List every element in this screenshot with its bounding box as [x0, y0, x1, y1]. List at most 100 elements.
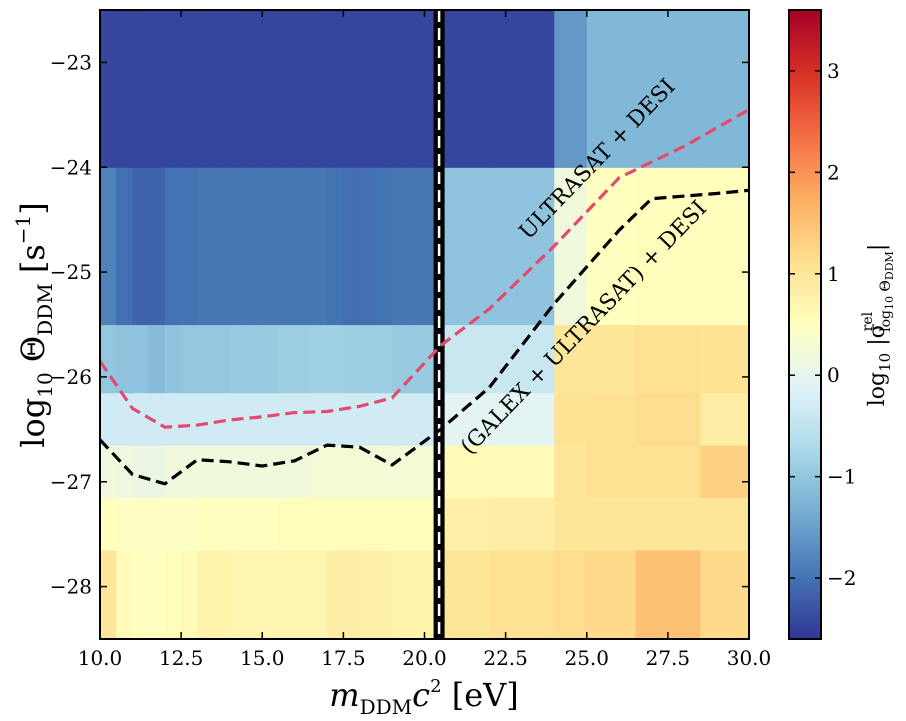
colorbar-title: log10 |σrel log10 ΘDDM|: [860, 244, 896, 407]
heatmap-cell: [586, 392, 637, 446]
heatmap-cell: [262, 167, 280, 326]
heatmap-cell: [181, 392, 198, 446]
heatmap-cell: [408, 10, 435, 168]
heatmap-cell: [278, 167, 296, 326]
heatmap-cell: [213, 10, 231, 168]
heatmap-cell: [164, 549, 182, 639]
heatmap-cell: [229, 445, 247, 499]
y-axis-title: log10 ΘDDM [s−1]: [11, 202, 57, 447]
heatmap-cell: [635, 549, 701, 639]
heatmap-cell: [327, 497, 344, 551]
heatmap-cell: [359, 549, 377, 639]
heatmap-cell: [343, 324, 361, 394]
heatmap-cell: [343, 392, 361, 446]
heatmap-cell: [700, 324, 749, 394]
heatmap-cell: [359, 445, 377, 499]
heatmap-cell: [246, 497, 263, 551]
heatmap-cell: [262, 497, 280, 551]
heatmap-cell: [246, 445, 263, 499]
heatmap-cell: [392, 10, 409, 168]
heatmap-cell: [278, 392, 296, 446]
heatmap-cell: [132, 497, 150, 551]
heatmap-cell: [181, 10, 198, 168]
heatmap-cell: [148, 324, 166, 394]
y-tick-label: −27: [50, 470, 92, 494]
heatmap-cell: [197, 324, 215, 394]
heatmap-cell: [164, 10, 182, 168]
heatmap-cell: [327, 167, 344, 326]
heatmap-cell: [440, 10, 490, 168]
heatmap-cell: [213, 445, 231, 499]
y-tick-label: −24: [50, 155, 92, 179]
heatmap-cell: [375, 549, 393, 639]
heatmap-cell: [148, 445, 166, 499]
heatmap-cell: [278, 10, 296, 168]
heatmap-cell: [375, 167, 393, 326]
heatmap-cell: [586, 167, 637, 326]
colorbar-tick-label: −2: [827, 566, 856, 590]
heatmap-cell: [700, 445, 749, 499]
heatmap-cell: [164, 392, 182, 446]
heatmap-cell: [278, 324, 296, 394]
heatmap-cell: [132, 445, 150, 499]
heatmap-cell: [148, 497, 166, 551]
heatmap-cell: [554, 324, 588, 394]
heatmap-cell: [197, 167, 215, 326]
heatmap-cell: [359, 10, 377, 168]
heatmap-cell: [310, 445, 328, 499]
heatmap-cell: [327, 445, 344, 499]
heatmap-cell: [116, 324, 134, 394]
heatmap-cell: [116, 497, 134, 551]
heatmap-cell: [327, 392, 344, 446]
heatmap-cell: [132, 549, 150, 639]
heatmap-cell: [554, 497, 588, 551]
heatmap-cell: [440, 445, 490, 499]
heatmap-cell: [116, 445, 134, 499]
heatmap-cell: [359, 392, 377, 446]
heatmap-cell: [359, 167, 377, 326]
heatmap-cell: [294, 549, 312, 639]
heatmap-cell: [554, 549, 588, 639]
heatmap-cell: [148, 392, 166, 446]
heatmap-cell: [294, 10, 312, 168]
heatmap-cell: [100, 549, 117, 639]
heatmap-cell: [197, 392, 215, 446]
heatmap-cell: [181, 445, 198, 499]
heatmap-cell: [327, 10, 344, 168]
heatmap-cell: [310, 324, 328, 394]
heatmap-cell: [554, 10, 588, 168]
heatmap-cell: [213, 167, 231, 326]
heatmap-cell: [359, 497, 377, 551]
heatmap-cell: [181, 497, 198, 551]
heatmap-cell: [132, 167, 150, 326]
heatmap-cell: [700, 392, 749, 446]
x-tick-label: 12.5: [159, 646, 204, 670]
heatmap-cell: [197, 549, 215, 639]
heatmap-cell: [392, 167, 409, 326]
heatmap-cell: [164, 324, 182, 394]
colorbar-tick-label: 2: [827, 160, 840, 184]
heatmap-cell: [327, 549, 344, 639]
x-tick-label: 20.0: [402, 646, 447, 670]
heatmap-cell: [327, 324, 344, 394]
heatmap-cell: [213, 324, 231, 394]
heatmap-cell: [440, 497, 490, 551]
heatmap-cell: [700, 167, 749, 326]
heatmap-cell: [278, 549, 296, 639]
heatmap-cell: [700, 497, 749, 551]
heatmap-cell: [294, 324, 312, 394]
heatmap-cell: [148, 549, 166, 639]
heatmap-cell: [343, 497, 361, 551]
heatmap-cell: [489, 497, 555, 551]
heatmap-cell: [181, 549, 198, 639]
y-tick-label: −23: [50, 50, 92, 74]
x-axis-title: mDDMc2 [eV]: [329, 676, 518, 719]
heatmap-cell: [408, 445, 435, 499]
heatmap-cell: [164, 167, 182, 326]
heatmap-cell: [310, 497, 328, 551]
heatmap-cell: [586, 10, 637, 168]
y-axis-ticks: −28 −27 −26 −25 −24 −23: [50, 50, 749, 599]
heatmap-cell: [635, 497, 701, 551]
heatmap-cell: [343, 445, 361, 499]
colorbar-tick-label: 0: [827, 363, 840, 387]
